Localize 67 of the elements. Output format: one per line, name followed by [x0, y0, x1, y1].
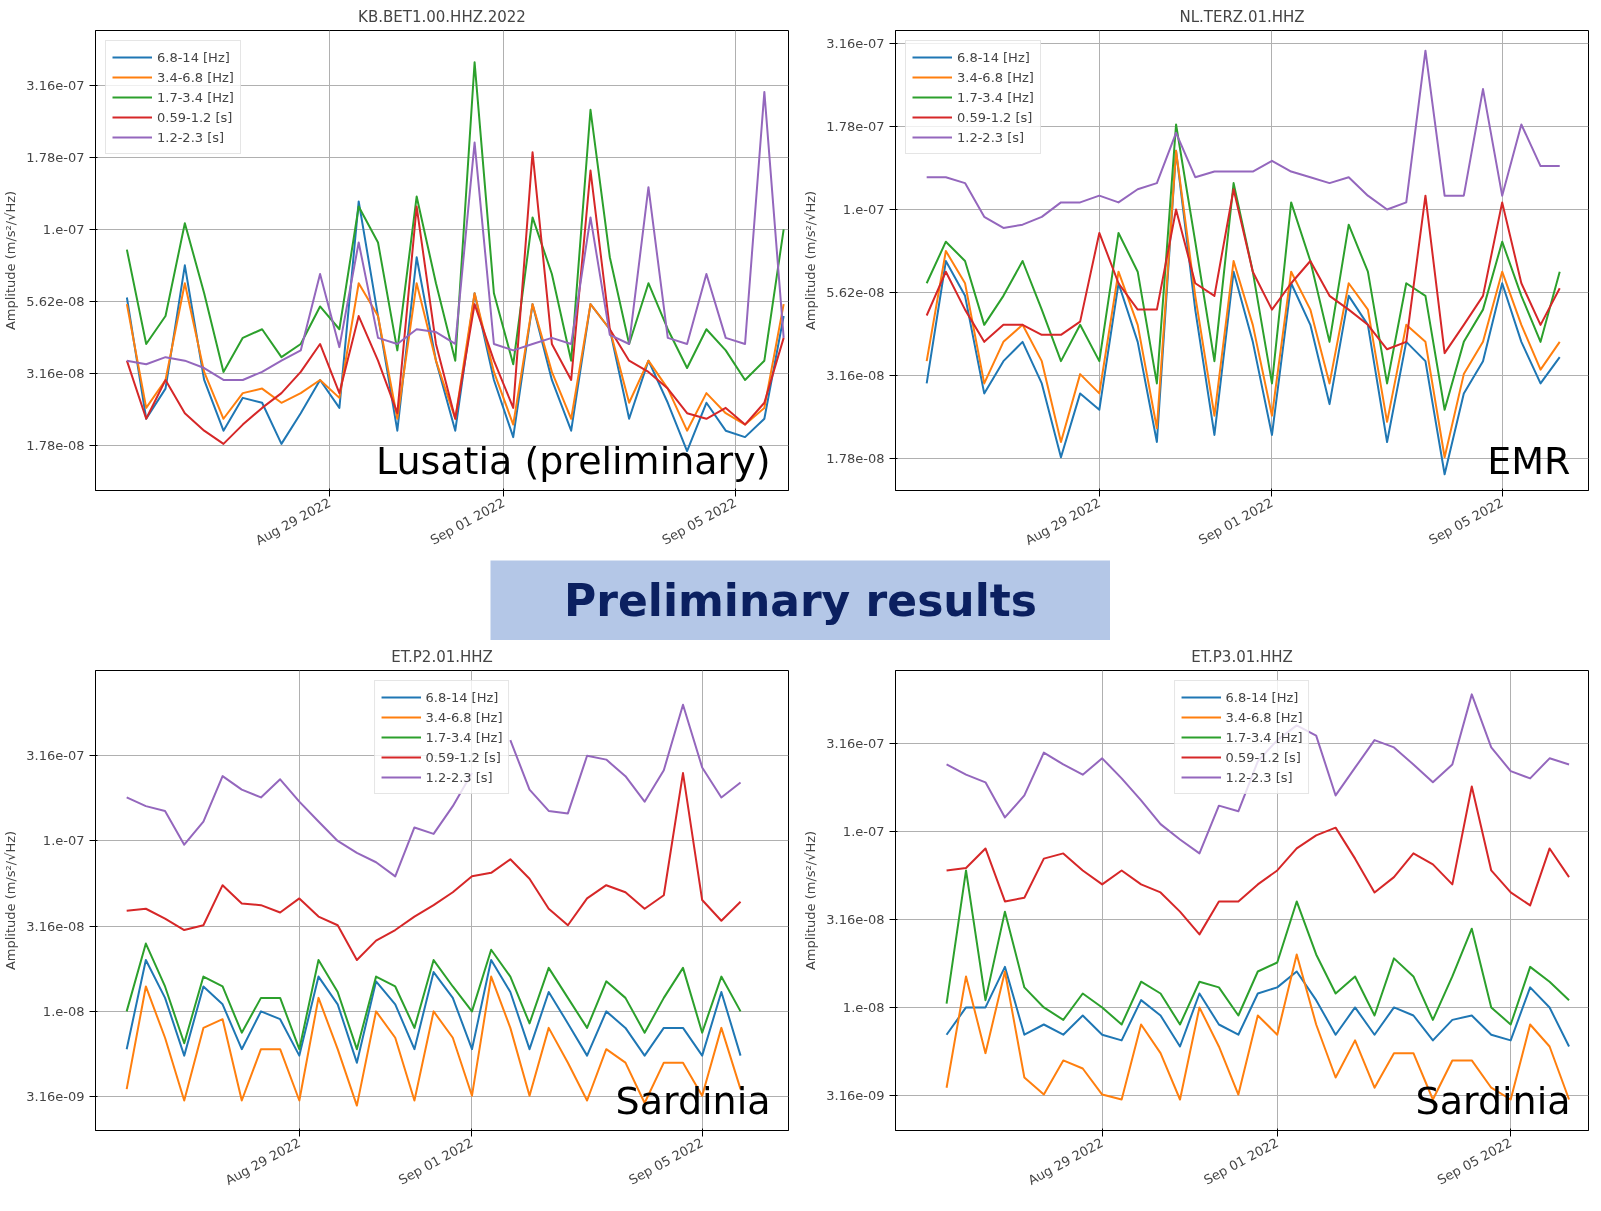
legend-label: 3.4-6.8 [Hz] — [1225, 709, 1303, 725]
legend-label: 6.8-14 [Hz] — [157, 49, 230, 65]
line-series — [945, 785, 1571, 936]
y-tick-label: 1.e-07 — [842, 823, 885, 839]
y-tick-label: 1.e-08 — [842, 999, 885, 1015]
line-series — [125, 282, 785, 432]
line-series — [925, 188, 1561, 355]
legend-label: 1.2-2.3 [s] — [1225, 769, 1293, 785]
legend-label: 0.59-1.2 [s] — [957, 109, 1033, 125]
line-series — [125, 942, 742, 1051]
legend-label: 6.8-14 [Hz] — [1225, 689, 1299, 705]
y-tick-label: 3.16e-08 — [826, 368, 885, 384]
y-tick-label: 3.16e-07 — [826, 35, 885, 51]
y-tick-label: 1.e-07 — [842, 201, 885, 217]
legend-label: 1.7-3.4 [Hz] — [957, 89, 1034, 105]
annotation: Lusatia (preliminary) — [375, 438, 771, 483]
line-series — [945, 965, 1571, 1048]
y-tick-label: 3.16e-08 — [26, 365, 85, 381]
legend-label: 1.7-3.4 [Hz] — [425, 729, 503, 745]
legend-label: 0.59-1.2 [s] — [425, 749, 501, 765]
legend-label: 3.4-6.8 [Hz] — [425, 709, 503, 725]
y-tick-label: 1.78e-07 — [826, 118, 885, 134]
chart-title: ET.P2.01.HHZ — [391, 647, 493, 666]
y-tick-label: 3.16e-09 — [826, 1088, 885, 1104]
y-tick-label: 1.78e-08 — [26, 437, 85, 453]
y-tick-label: 1.e-07 — [42, 833, 85, 849]
legend-label: 3.4-6.8 [Hz] — [157, 69, 234, 85]
legend-label: 6.8-14 [Hz] — [957, 49, 1030, 65]
legend-label: 6.8-14 [Hz] — [425, 689, 499, 705]
chart-title: ET.P3.01.HHZ — [1191, 647, 1293, 666]
y-tick-label: 1.e-08 — [42, 1003, 85, 1019]
legend-label: 1.7-3.4 [Hz] — [1225, 729, 1303, 745]
y-tick-label: 5.62e-08 — [826, 285, 885, 301]
legend-label: 0.59-1.2 [s] — [157, 109, 233, 125]
y-tick-label: 1.e-07 — [42, 221, 85, 237]
legend-label: 1.2-2.3 [s] — [157, 129, 225, 145]
line-series — [925, 123, 1561, 411]
y-tick-label: 3.16e-08 — [826, 911, 885, 927]
legend-label: 1.2-2.3 [s] — [957, 129, 1025, 145]
line-series — [925, 49, 1561, 229]
y-axis-title: Amplitude (m/s²/√Hz) — [3, 190, 19, 331]
chart-title: NL.TERZ.01.HHZ — [1179, 7, 1305, 26]
y-tick-label: 3.16e-08 — [26, 918, 85, 934]
line-series — [945, 869, 1571, 1026]
legend-label: 1.2-2.3 [s] — [425, 769, 493, 785]
y-tick-label: 5.62e-08 — [26, 293, 85, 309]
annotation: EMR — [1487, 438, 1571, 483]
legend-label: 0.59-1.2 [s] — [1225, 749, 1301, 765]
y-axis-title: Amplitude (m/s²/√Hz) — [3, 830, 19, 971]
y-tick-label: 3.16e-07 — [826, 735, 885, 751]
annotation: Sardinia — [615, 1078, 771, 1123]
y-tick-label: 3.16e-07 — [26, 77, 85, 93]
y-tick-label: 3.16e-09 — [26, 1089, 85, 1105]
line-series — [945, 693, 1571, 855]
chart-title: KB.BET1.00.HHZ.2022 — [358, 7, 526, 26]
line-series — [125, 772, 742, 962]
y-axis-title: Amplitude (m/s²/√Hz) — [803, 190, 819, 331]
annotation: Sardinia — [1415, 1078, 1571, 1123]
y-tick-label: 1.78e-08 — [826, 451, 885, 467]
y-axis-title: Amplitude (m/s²/√Hz) — [803, 830, 819, 971]
y-tick-label: 3.16e-07 — [26, 748, 85, 764]
legend-label: 1.7-3.4 [Hz] — [157, 89, 234, 105]
line-series — [125, 151, 785, 445]
legend-label: 3.4-6.8 [Hz] — [957, 69, 1034, 85]
line-series — [125, 959, 742, 1064]
y-tick-label: 1.78e-07 — [26, 149, 85, 165]
text: Preliminary results — [564, 575, 1037, 626]
